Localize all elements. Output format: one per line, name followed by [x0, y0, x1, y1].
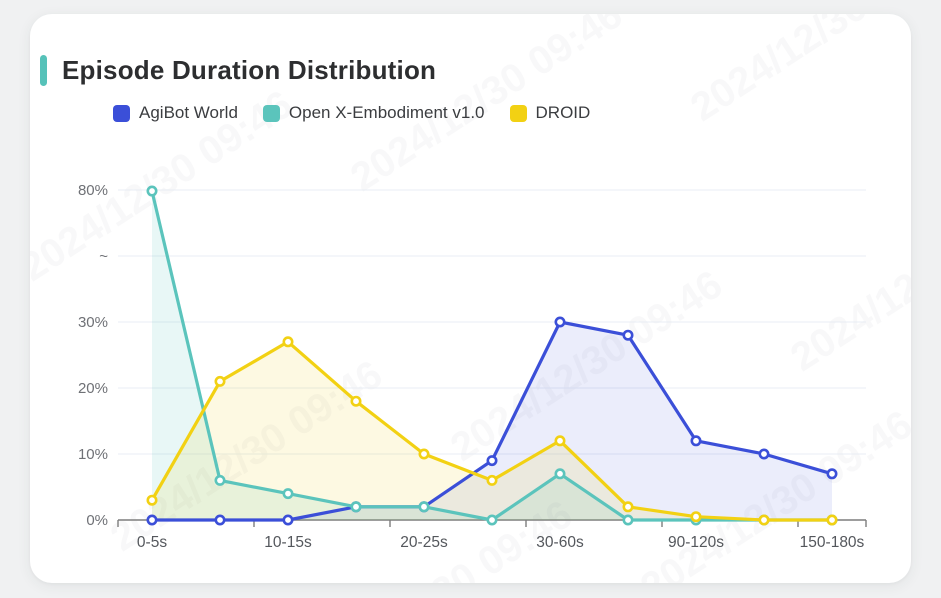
y-axis-tick-label: 20%: [78, 380, 108, 397]
legend-label: DROID: [535, 103, 591, 122]
data-point[interactable]: [622, 329, 634, 341]
x-axis-tick-label: 0-5s: [137, 534, 167, 551]
data-point[interactable]: [146, 494, 158, 506]
y-axis-tick-label: 30%: [78, 314, 108, 331]
line-chart-canvas: 0% 10% 20% 30% ~80% 0-5s 10-15s 20-25s 30-60s 90-…: [78, 182, 867, 551]
chart-legend: AgiBot World Open X-Embodiment v1.0 DROI…: [113, 103, 911, 123]
data-point[interactable]: [554, 316, 566, 328]
data-point[interactable]: [486, 514, 498, 526]
x-axis-tick-label: 90-120s: [668, 534, 724, 551]
data-point[interactable]: [214, 375, 226, 387]
data-point[interactable]: [418, 448, 430, 460]
data-point[interactable]: [418, 501, 430, 513]
data-point[interactable]: [282, 514, 294, 526]
data-point[interactable]: [350, 501, 362, 513]
data-point[interactable]: [486, 455, 498, 467]
data-point[interactable]: [350, 395, 362, 407]
legend-item-open-x-embodiment[interactable]: Open X-Embodiment v1.0: [262, 103, 485, 123]
data-point[interactable]: [214, 514, 226, 526]
data-point[interactable]: [622, 514, 634, 526]
watermark-text: 2024/12/30 09:46: [633, 402, 911, 583]
data-point[interactable]: [214, 474, 226, 486]
data-point[interactable]: [554, 435, 566, 447]
legend-swatch-droid: [509, 104, 527, 122]
data-point[interactable]: [826, 468, 838, 480]
watermark-layer: 2024/12/30 09:46 2024/12/30 09:46 2024/12/…: [30, 14, 911, 583]
series-area-1: [152, 322, 832, 520]
watermark-text: 2024/12/30 09:46: [783, 172, 911, 380]
data-point[interactable]: [282, 336, 294, 348]
y-axis-tick-label: 0%: [86, 512, 108, 529]
watermark-text: 2024/12/30 09:46: [293, 492, 581, 583]
legend-label: Open X-Embodiment v1.0: [288, 103, 485, 122]
legend-item-agibot-world[interactable]: AgiBot World: [113, 103, 238, 123]
series-line-3: [150, 340, 834, 522]
y-axis-tick-label: ~: [99, 248, 108, 265]
series-area-2: [152, 191, 832, 520]
x-axis-tick-label: 150-180s: [800, 534, 865, 551]
data-point[interactable]: [622, 501, 634, 513]
data-point[interactable]: [486, 474, 498, 486]
data-point[interactable]: [690, 511, 702, 523]
y-axis-tick-label: 80%: [78, 182, 108, 199]
series-area-3: [152, 341, 832, 520]
series-line-2: [150, 189, 834, 522]
data-point[interactable]: [146, 185, 158, 197]
data-point[interactable]: [282, 488, 294, 500]
y-axis-tick-label: 10%: [78, 446, 108, 463]
chart-header: Episode Duration Distribution: [40, 55, 911, 86]
legend-swatch-agibot-world: [113, 104, 130, 122]
legend-swatch-open-x-embodiment: [262, 104, 280, 122]
watermark-text: 2024/12/30 09:46: [103, 352, 391, 560]
series-line-1: [150, 320, 834, 522]
x-axis-tick-label: 20-25s: [400, 534, 448, 551]
watermark-text: 2024/12/30 09:46: [443, 262, 731, 470]
x-axis-tick-label: 30-60s: [536, 534, 584, 551]
chart-card: 2024/12/30 09:46 2024/12/30 09:46 2024/12/…: [30, 14, 911, 583]
data-point[interactable]: [758, 514, 770, 526]
title-accent-bar: [40, 55, 47, 86]
data-point[interactable]: [690, 435, 702, 447]
legend-item-droid[interactable]: DROID: [509, 103, 591, 123]
legend-label: AgiBot World: [139, 103, 238, 122]
chart-title: Episode Duration Distribution: [62, 55, 437, 85]
data-point[interactable]: [146, 514, 158, 526]
data-point[interactable]: [758, 448, 770, 460]
x-axis-tick-label: 10-15s: [264, 534, 312, 551]
data-point[interactable]: [826, 514, 838, 526]
data-point[interactable]: [554, 468, 566, 480]
